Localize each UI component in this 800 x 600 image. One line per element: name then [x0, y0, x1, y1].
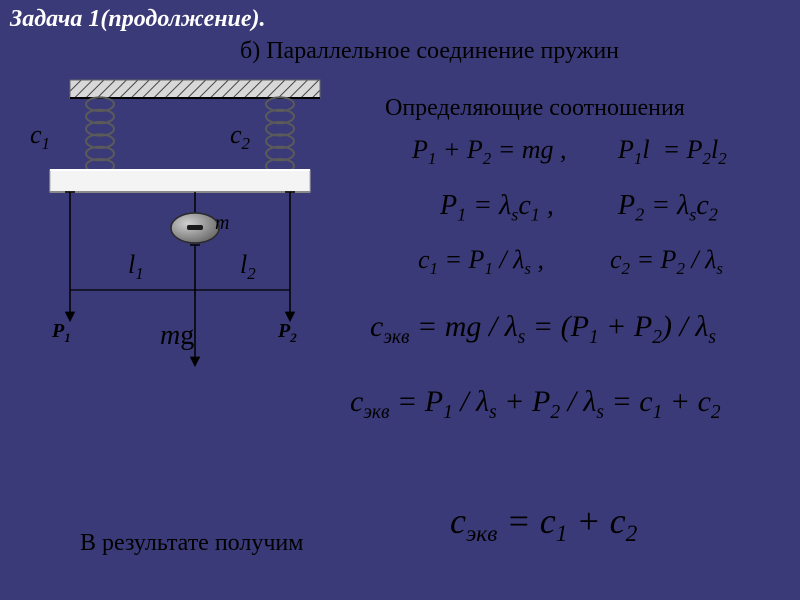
- subtitle: б) Параллельное соединение пружин: [240, 38, 619, 65]
- equation-e6: cэкв = c1 + c2: [450, 500, 637, 548]
- diagram-label-P1: P1: [52, 320, 71, 346]
- diagram-label-l1: l1: [128, 250, 144, 284]
- diagram-label-m: m: [215, 212, 229, 235]
- equation-e3a: c1 = P1 / λs ,: [418, 245, 544, 279]
- page-title: Задача 1(продолжение).: [10, 6, 266, 33]
- diagram-label-P2: P2: [278, 320, 297, 346]
- equation-e4: cэкв = mg / λs = (P1 + P2) / λs: [370, 310, 716, 349]
- diagram-label-c2: с2: [230, 120, 250, 154]
- equation-e1a: P1 + P2 = mg ,: [412, 135, 567, 169]
- defining-relations-label: Определяющие соотношения: [385, 95, 685, 122]
- diagram-label-mg: mg: [160, 320, 194, 352]
- equation-e5: cэкв = P1 / λs + P2 / λs = c1 + c2: [350, 385, 721, 424]
- equation-e2b: P2 = λsc2: [618, 190, 718, 226]
- equation-e1b: P1l = P2l2: [618, 135, 727, 169]
- equation-e3b: c2 = P2 / λs: [610, 245, 723, 279]
- diagram-label-c1: с1: [30, 120, 50, 154]
- result-label: В результате получим: [80, 530, 303, 557]
- equation-e2a: P1 = λsc1 ,: [440, 190, 554, 226]
- diagram-label-l2: l2: [240, 250, 256, 284]
